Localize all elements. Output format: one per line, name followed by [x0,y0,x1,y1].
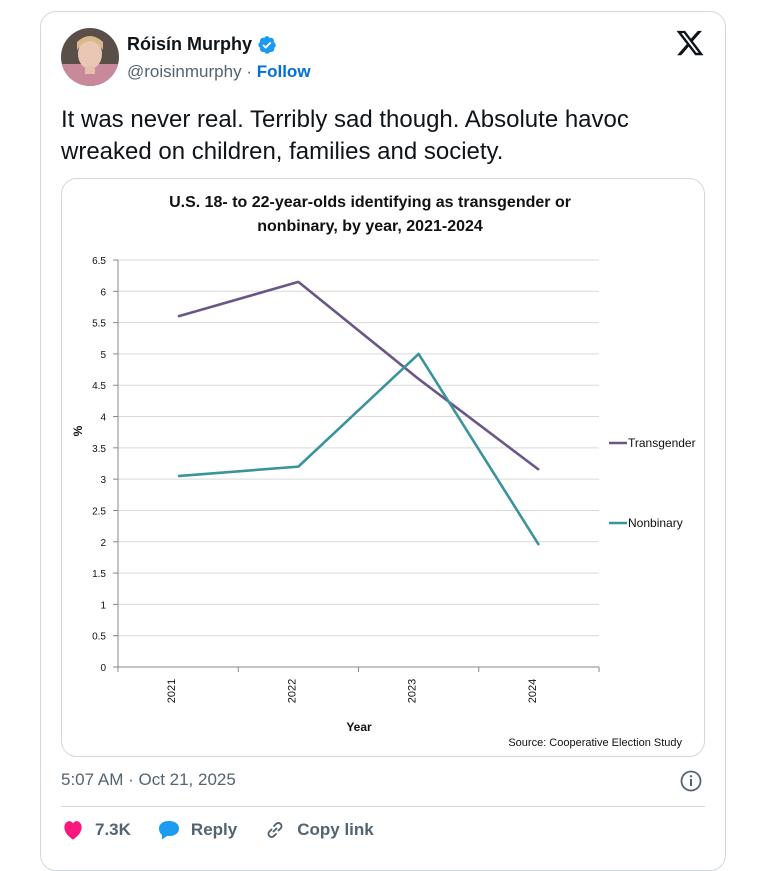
avatar[interactable] [61,28,119,86]
data-point [538,544,540,546]
copy-link-label: Copy link [297,820,374,839]
tweet-media-chart[interactable]: U.S. 18- to 22-year-olds identifying as … [61,178,705,757]
tweet-timestamp[interactable]: 5:07 AM · Oct 21, 2025 [61,770,236,789]
y-tick-label: 5 [100,350,106,361]
y-tick-label: 4 [100,413,106,424]
reply-button[interactable]: Reply [157,818,237,842]
y-tick-label: 4.5 [92,381,106,392]
handle-line: @roisinmurphy · Follow [127,62,311,82]
x-axis-label: Year [346,720,372,734]
x-tick-label: 2024 [527,679,539,703]
series-line-transgender [177,280,540,471]
tweet-actions: 7.3K Reply Copy link [61,818,400,842]
y-tick-label: 0 [100,663,106,674]
y-axis-label: % [71,425,85,436]
y-tick-label: 5.5 [92,319,106,330]
data-point [538,469,540,471]
copy-link-button[interactable]: Copy link [263,818,374,842]
link-icon [267,822,283,838]
x-tick-label: 2022 [286,679,298,703]
tweet-text: It was never real. Terribly sad though. … [61,106,629,165]
legend-label: Transgender [628,436,696,450]
heart-icon [64,821,82,840]
author-name[interactable]: Róisín Murphy [127,34,277,55]
y-tick-label: 2.5 [92,506,106,517]
x-tick-label: 2021 [166,679,178,703]
y-tick-label: 3 [100,475,106,486]
y-tick-label: 0.5 [92,632,106,643]
info-icon[interactable] [679,769,703,793]
line-chart: U.S. 18- to 22-year-olds identifying as … [71,194,696,749]
series-line-nonbinary [178,352,540,546]
divider [61,806,705,807]
y-tick-label: 1.5 [92,569,106,580]
y-tick-label: 1 [100,600,106,611]
verified-badge-icon [257,35,277,55]
like-count: 7.3K [95,820,131,839]
data-point [418,353,420,355]
reply-label: Reply [190,820,238,839]
follow-button[interactable]: Follow [256,62,311,81]
author-name-text[interactable]: Róisín Murphy [127,34,252,54]
chart-title-line2: nonbinary, by year, 2021-2024 [257,218,483,235]
data-point [418,378,420,380]
y-tick-label: 3.5 [92,444,106,455]
separator-dot: · [246,62,252,81]
author-handle[interactable]: @roisinmurphy [127,62,242,81]
x-tick-label: 2023 [407,679,419,703]
y-tick-label: 6 [100,287,106,298]
y-tick-label: 2 [100,538,106,549]
chart-title-line1: U.S. 18- to 22-year-olds identifying as … [169,194,571,211]
data-point [297,281,299,283]
like-button[interactable]: 7.3K [61,818,131,842]
data-point [177,315,179,317]
chart-source: Source: Cooperative Election Study [508,737,682,749]
x-logo-icon[interactable] [675,28,705,58]
tweet-card: Róisín Murphy @roisinmurphy · Follow It … [40,11,726,871]
reply-bubble-icon [158,821,179,840]
data-point [297,466,299,468]
legend-label: Nonbinary [628,516,683,530]
y-tick-label: 6.5 [92,256,106,267]
data-point [177,475,179,477]
